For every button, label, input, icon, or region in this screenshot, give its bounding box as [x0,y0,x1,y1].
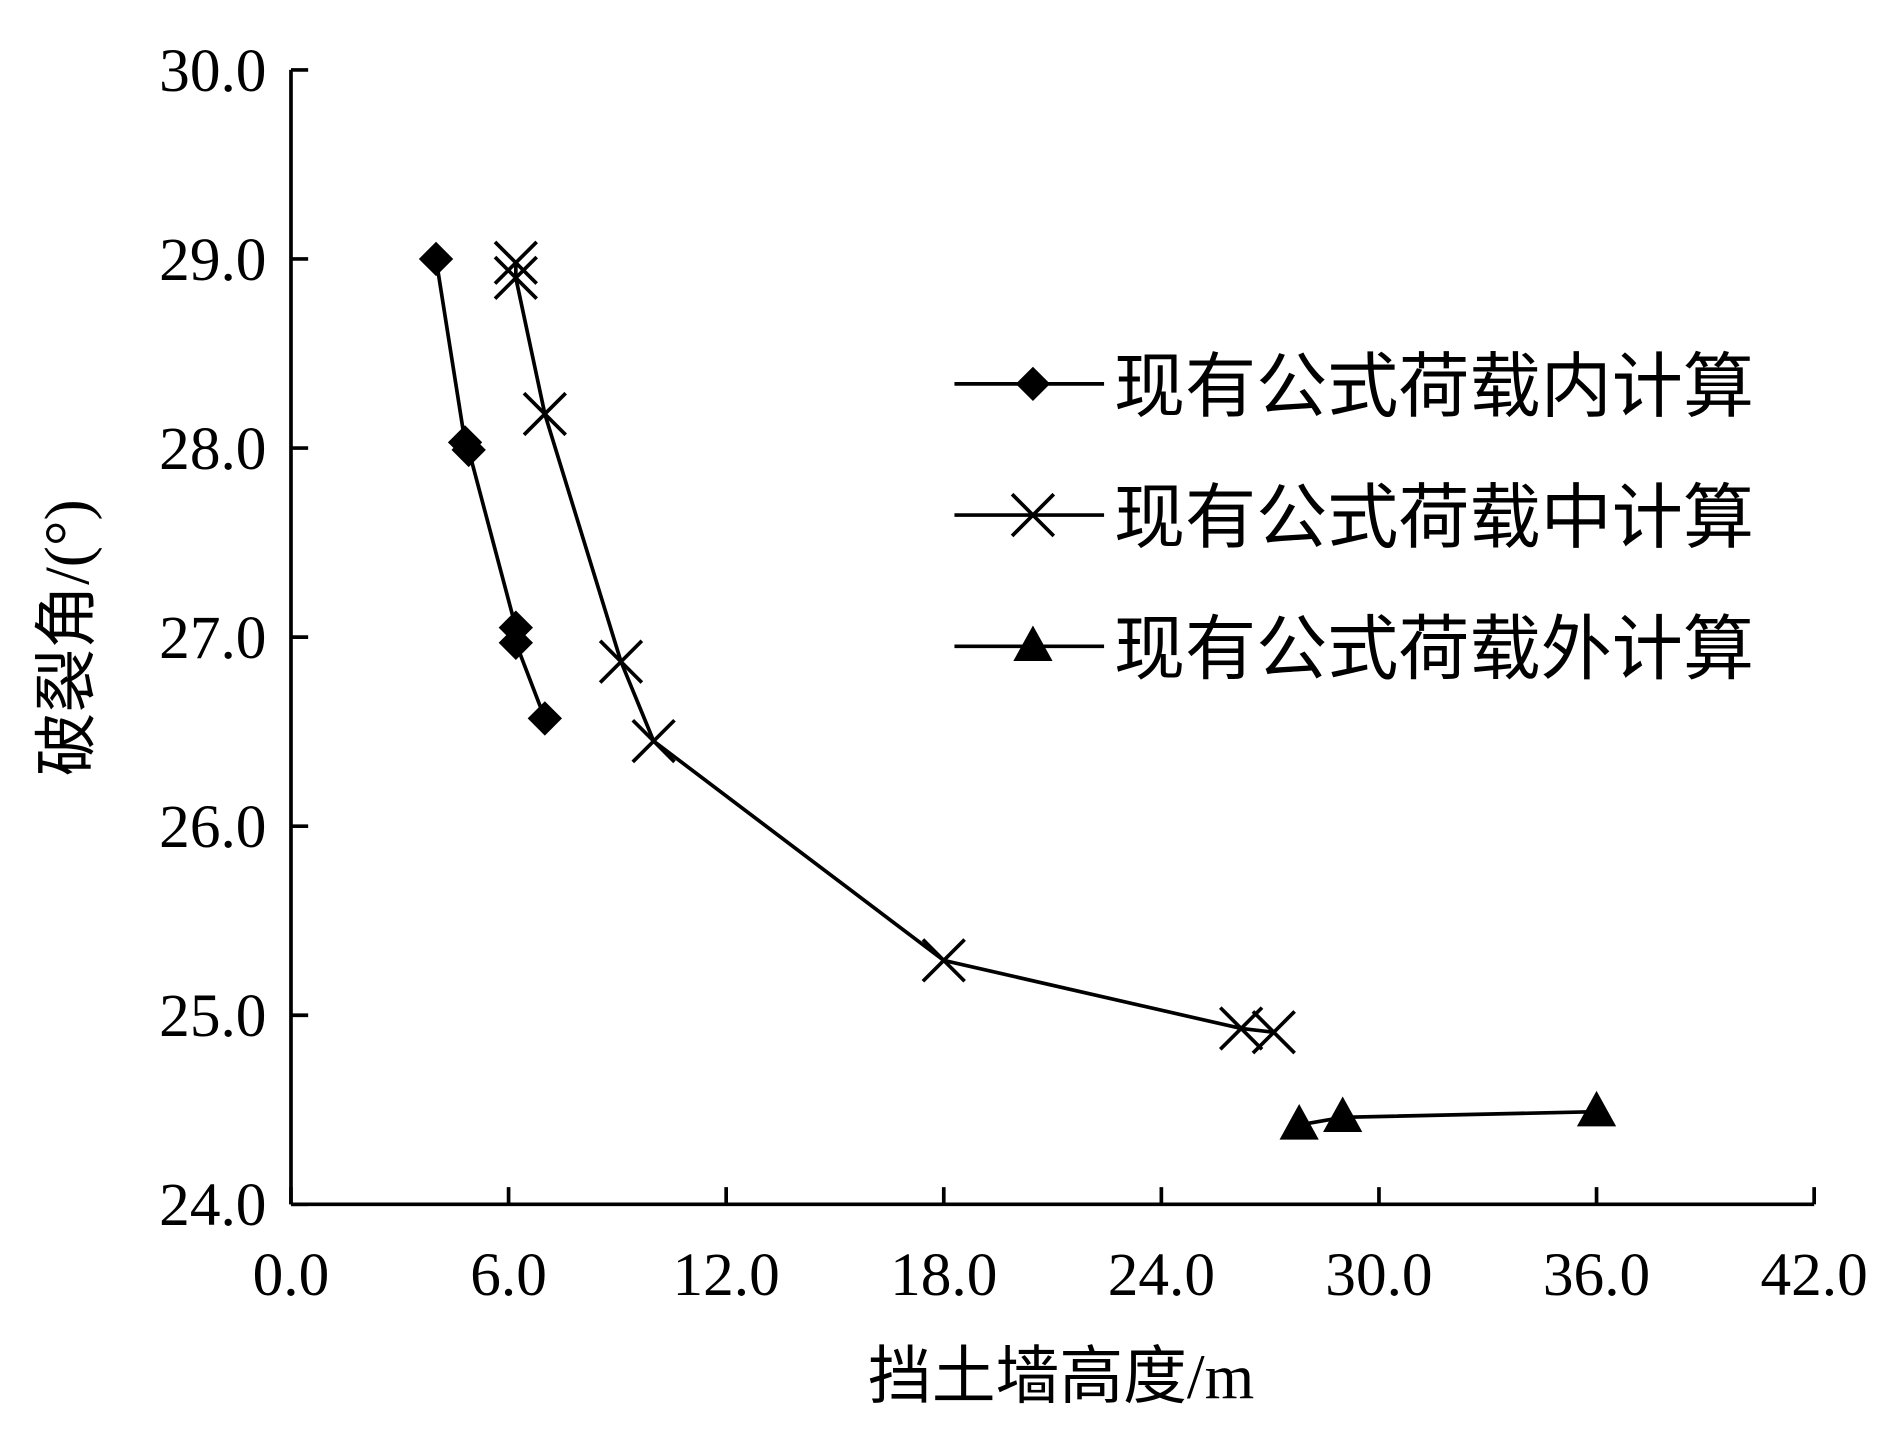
legend-label: 现有公式荷载内计算 [1114,349,1754,427]
y-tick-label: 27.0 [159,604,266,672]
legend-label: 现有公式荷载中计算 [1114,480,1754,558]
x-tick-label: 30.0 [1325,1241,1432,1309]
series-line [434,258,547,720]
triangle-marker [1576,1090,1617,1127]
series-3 [1279,1090,1617,1140]
legend-entry: 现有公式荷载中计算 [954,480,1754,558]
diamond-marker [498,625,533,660]
triangle-marker [1323,1096,1363,1133]
y-tick-label: 26.0 [159,793,266,861]
diamond-marker [1015,366,1051,402]
y-tick-label: 28.0 [159,415,266,483]
x-tick-label: 12.0 [673,1241,780,1309]
series-2 [493,240,1296,1055]
series-marks [418,240,1617,1140]
triangle-marker [1279,1104,1319,1140]
x-marker [493,255,538,301]
diamond-marker [527,701,563,736]
y-tick-label: 30.0 [159,37,266,105]
diamond-marker [451,432,486,468]
diamond-marker [418,241,454,277]
x-axis-label: 挡土墙高度/m [868,1341,1254,1412]
x-marker [631,718,676,764]
x-marker [1251,1010,1296,1055]
x-tick-label: 0.0 [253,1241,330,1309]
triangle-marker [1013,625,1053,662]
y-tick-label: 29.0 [159,226,266,294]
x-tick-label: 36.0 [1543,1241,1650,1309]
x-tick-label: 6.0 [470,1241,547,1309]
x-marker [1010,492,1056,538]
legend-entry: 现有公式荷载内计算 [954,349,1754,427]
y-tick-label: 24.0 [159,1171,266,1239]
y-axis-label: 破裂角/(°) [32,499,103,776]
legend-label: 现有公式荷载外计算 [1114,611,1754,689]
x-marker [598,639,644,684]
x-marker [921,938,966,983]
axes: 0.0 6.0 12.0 18.0 24.0 30.0 36.0 42.0 24.0 25.0 26… [159,37,1868,1309]
x-tick-label: 42.0 [1761,1241,1868,1309]
x-marker [493,240,538,285]
x-tick-label: 24.0 [1108,1241,1215,1309]
series-1 [418,241,563,736]
legend-entry: 现有公式荷载外计算 [954,611,1754,689]
series-line [513,262,1274,1035]
x-tick-label: 18.0 [890,1241,997,1309]
x-marker [522,391,567,437]
y-tick-label: 25.0 [159,982,266,1050]
